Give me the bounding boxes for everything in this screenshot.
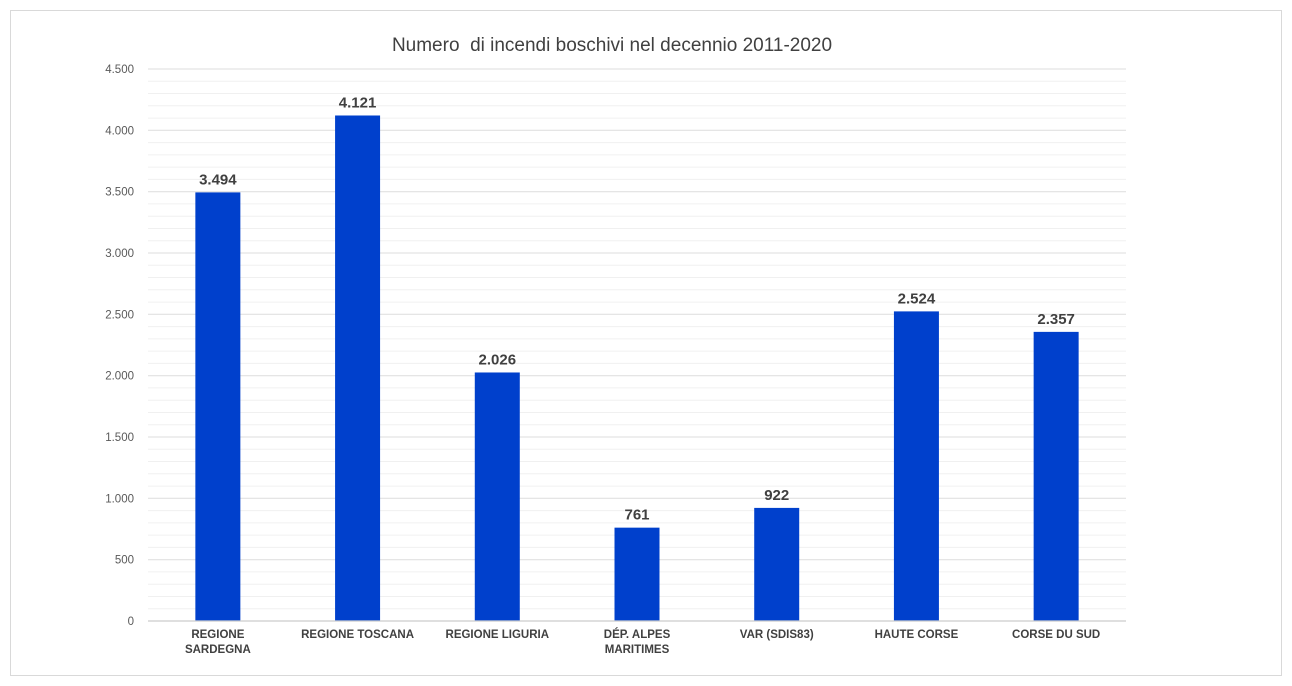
bar bbox=[335, 115, 381, 622]
gridlines bbox=[148, 68, 1126, 622]
bar bbox=[474, 372, 520, 621]
y-tick-label: 0 bbox=[128, 616, 134, 628]
x-tick-label: MARITIMES bbox=[605, 644, 670, 656]
x-tick-label: REGIONE LIGURIA bbox=[446, 629, 550, 641]
data-label: 2.026 bbox=[479, 351, 517, 368]
x-tick-label: REGIONE TOSCANA bbox=[301, 629, 414, 641]
data-label: 2.357 bbox=[1037, 311, 1075, 328]
bar bbox=[614, 527, 660, 621]
data-label: 3.494 bbox=[199, 171, 237, 188]
data-label: 761 bbox=[624, 507, 649, 524]
data-label: 4.121 bbox=[339, 94, 377, 111]
y-tick-label: 500 bbox=[115, 555, 134, 567]
y-tick-label: 2.500 bbox=[105, 309, 134, 321]
y-tick-label: 3.000 bbox=[105, 248, 134, 260]
bar bbox=[195, 192, 241, 622]
y-tick-label: 2.000 bbox=[105, 371, 134, 383]
x-tick-label: VAR (SDIS83) bbox=[740, 629, 814, 641]
y-tick-label: 4.000 bbox=[105, 125, 134, 137]
bar bbox=[893, 311, 939, 621]
x-tick-label: REGIONE bbox=[191, 629, 244, 641]
x-tick-label: DÉP. ALPES bbox=[604, 628, 671, 641]
y-tick-label: 1.500 bbox=[105, 432, 134, 444]
bar bbox=[1033, 331, 1079, 621]
y-axis: 0 500 1.000 1.500 2.000 2.500 3.000 3.500 4.000 4… bbox=[105, 64, 134, 628]
bars bbox=[195, 115, 1079, 622]
y-tick-label: 1.000 bbox=[105, 493, 134, 505]
x-axis: REGIONE SARDEGNA REGIONE TOSCANA REGIONE LI… bbox=[148, 620, 1126, 656]
y-tick-label: 4.500 bbox=[105, 64, 134, 76]
data-labels: 3.494 4.121 2.026 761 922 2.524 2.357 bbox=[199, 94, 1075, 523]
x-tick-label: SARDEGNA bbox=[185, 644, 251, 656]
y-tick-label: 3.500 bbox=[105, 187, 134, 199]
bar bbox=[754, 507, 800, 621]
chart-title: Numero di incendi boschivi nel decennio … bbox=[392, 35, 832, 56]
data-label: 2.524 bbox=[898, 290, 936, 307]
x-tick-label: HAUTE CORSE bbox=[875, 629, 959, 641]
data-label: 922 bbox=[764, 487, 789, 504]
x-tick-label: CORSE DU SUD bbox=[1012, 629, 1100, 641]
